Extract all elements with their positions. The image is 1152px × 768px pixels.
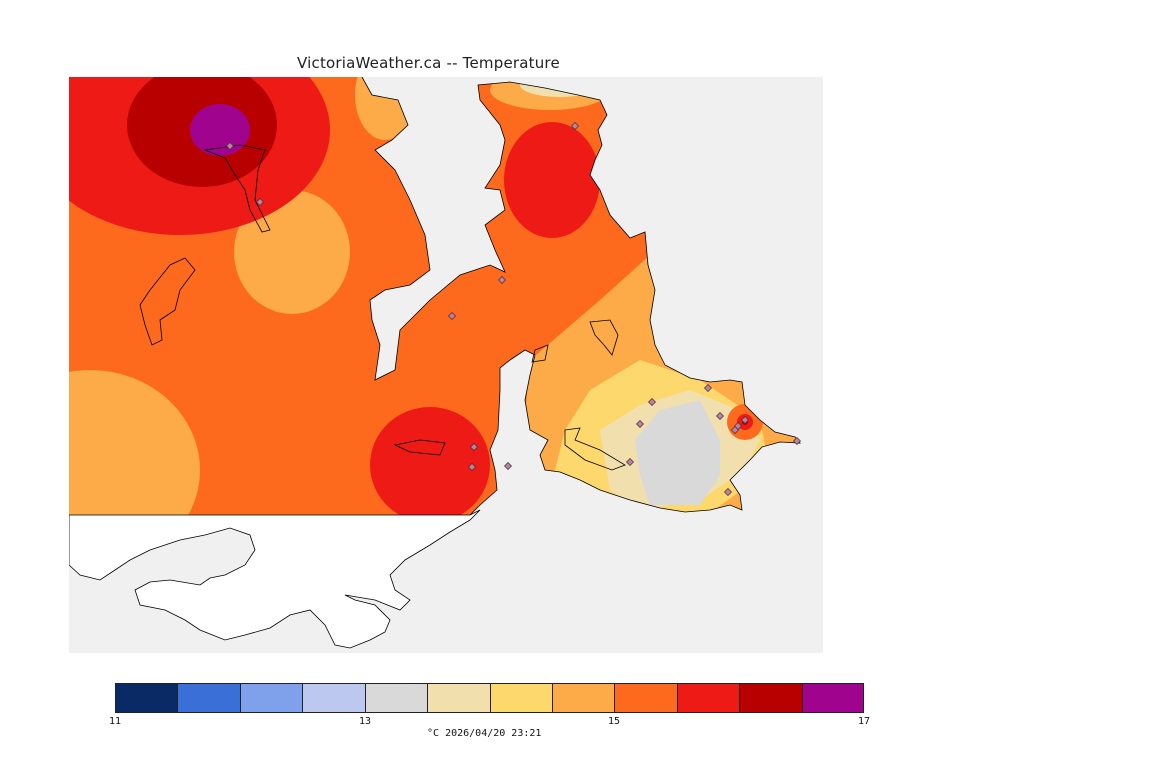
station-marker xyxy=(256,198,264,206)
lake-outline xyxy=(531,344,549,363)
station-markers xyxy=(226,122,801,496)
colorbar-swatch xyxy=(239,683,303,713)
colorbar-tick-label: 17 xyxy=(857,716,871,727)
station-marker xyxy=(724,488,732,496)
station-marker xyxy=(571,122,579,130)
colorbar-swatch xyxy=(177,683,241,713)
lake-outline xyxy=(139,257,196,346)
colorbar-tick-label: 11 xyxy=(108,716,122,727)
colorbar-swatch xyxy=(801,683,865,713)
lake-outline xyxy=(203,144,271,233)
colorbar-tick-label: 13 xyxy=(358,716,372,727)
colorbar-swatch xyxy=(115,683,178,713)
colorbar-swatch xyxy=(551,683,615,713)
coastline xyxy=(361,77,801,516)
footer-caption: °C 2026/04/20 23:21 xyxy=(427,728,541,739)
colorbar-frame xyxy=(115,683,864,713)
colorbar-swatch xyxy=(614,683,678,713)
colorbar-swatch xyxy=(676,683,740,713)
us-coastline xyxy=(69,509,481,649)
colorbar-tick-label: 15 xyxy=(607,716,621,727)
station-marker xyxy=(226,142,234,150)
colorbar-swatch xyxy=(739,683,803,713)
station-marker xyxy=(504,462,512,470)
colorbar-swatch xyxy=(364,683,428,713)
station-marker xyxy=(498,276,506,284)
lake-outline xyxy=(393,439,446,456)
unit-label: °C xyxy=(427,728,440,739)
colorbar-swatch xyxy=(427,683,490,713)
station-marker xyxy=(704,384,712,392)
station-marker xyxy=(626,458,634,466)
temperature-map xyxy=(69,77,823,653)
map-title: VictoriaWeather.ca -- Temperature xyxy=(297,54,560,72)
station-marker xyxy=(716,412,724,420)
station-marker xyxy=(731,426,739,434)
lake-outline xyxy=(564,427,626,471)
color-scale-bar xyxy=(115,683,865,713)
station-marker xyxy=(793,437,801,445)
station-marker xyxy=(741,416,749,424)
station-marker xyxy=(648,398,656,406)
colorbar-swatch xyxy=(489,683,553,713)
station-marker xyxy=(470,443,478,451)
station-marker xyxy=(448,312,456,320)
lake-outline xyxy=(589,319,619,356)
colorbar-swatch xyxy=(302,683,366,713)
station-marker xyxy=(636,420,644,428)
station-marker xyxy=(468,463,476,471)
timestamp-label: 2026/04/20 23:21 xyxy=(445,728,542,739)
